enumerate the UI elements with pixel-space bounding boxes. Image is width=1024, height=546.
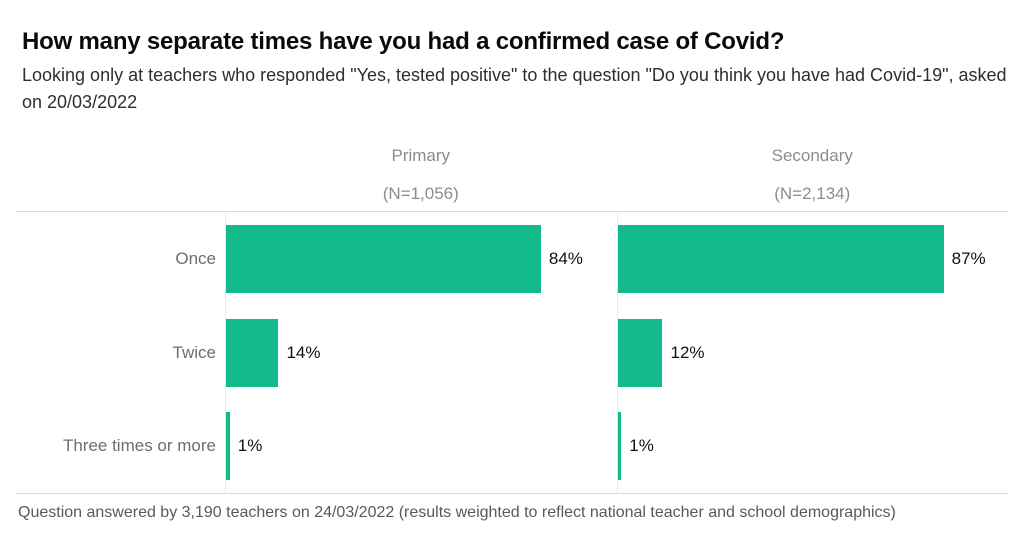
value-label: 12% xyxy=(670,342,705,362)
bar-secondary xyxy=(617,224,944,293)
bar-cell-primary: 1% xyxy=(225,399,617,494)
bar-secondary xyxy=(617,318,663,387)
bar-cell-secondary: 1% xyxy=(616,399,1009,494)
label-column-spacer xyxy=(16,146,225,204)
category-label: Twice xyxy=(172,342,216,362)
bar-cell-secondary: 87% xyxy=(616,212,1009,306)
chart-subtitle: Looking only at teachers who responded "… xyxy=(22,65,1007,112)
bar-secondary xyxy=(617,412,622,481)
bar-primary xyxy=(226,224,541,293)
category-label: Once xyxy=(175,248,216,268)
panel-header-secondary: Secondary (N=2,134) xyxy=(617,146,1009,204)
panel-name: Secondary xyxy=(771,146,853,165)
value-label: 87% xyxy=(951,248,986,268)
panel-name: Primary xyxy=(391,146,451,165)
panel-sample-size: (N=1,056) xyxy=(382,184,459,203)
chart-row: Once 84% 87% xyxy=(16,212,1008,306)
bar-cell-primary: 84% xyxy=(225,212,617,306)
panel-sample-size: (N=2,134) xyxy=(774,184,851,203)
panel-header-primary: Primary (N=1,056) xyxy=(225,146,617,204)
value-label: 1% xyxy=(237,436,263,456)
chart-footer-caption: Question answered by 3,190 teachers on 2… xyxy=(18,504,896,521)
chart-plot-area: Once 84% 87% Twice 14% 12% Three times or more… xyxy=(16,211,1008,494)
value-label: 14% xyxy=(286,342,321,362)
value-label: 84% xyxy=(548,248,583,268)
bar-cell-secondary: 12% xyxy=(616,305,1009,400)
panel-headers: Primary (N=1,056) Secondary (N=2,134) xyxy=(16,146,1008,204)
bar-cell-primary: 14% xyxy=(225,305,617,400)
chart-title: How many separate times have you had a c… xyxy=(22,28,785,55)
chart-row: Twice 14% 12% xyxy=(16,305,1009,400)
bar-primary xyxy=(226,318,279,387)
category-label: Three times or more xyxy=(62,436,216,456)
bar-primary xyxy=(226,412,230,481)
value-label: 1% xyxy=(629,436,654,456)
chart-row: Three times or more 1% 1% xyxy=(16,399,1009,494)
